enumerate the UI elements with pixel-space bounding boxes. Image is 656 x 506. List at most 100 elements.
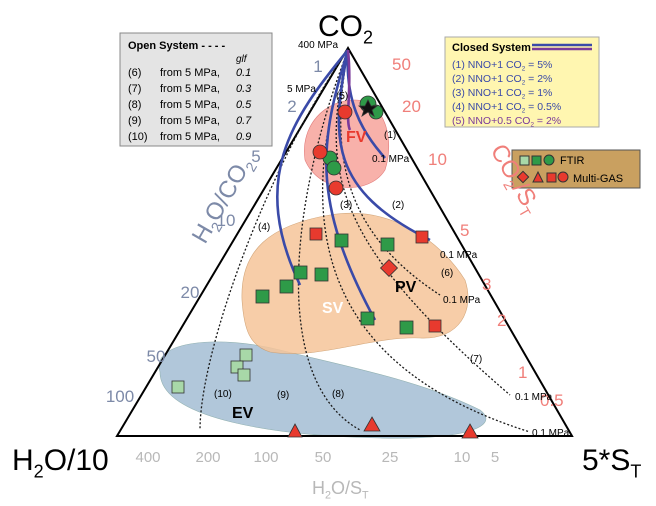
region-label: PV bbox=[395, 279, 417, 296]
bottom-tick: 5 bbox=[491, 449, 499, 466]
curve-6 bbox=[340, 49, 441, 296]
curve-label: (10) bbox=[214, 389, 232, 400]
bottom-tick: 400 bbox=[135, 449, 160, 466]
right-tick: 0.5 bbox=[540, 391, 564, 410]
open-row-id: (10) bbox=[128, 131, 148, 143]
left-tick: 2 bbox=[287, 97, 296, 116]
ev-region bbox=[158, 341, 487, 439]
open-row-text: from 5 MPa, bbox=[160, 115, 220, 127]
corner-left-part: 2 bbox=[34, 462, 44, 482]
closed-title: Closed System bbox=[452, 42, 531, 54]
curve-label: (7) bbox=[470, 354, 482, 365]
closed-row: (3) NNO+1 CO2 = 1% bbox=[452, 87, 552, 101]
corner-right: 5*ST bbox=[582, 444, 641, 482]
right-tick: 50 bbox=[392, 55, 411, 74]
open-row-value: 0.9 bbox=[236, 131, 251, 143]
open-row-value: 0.5 bbox=[236, 99, 252, 111]
corner-left-part: O/10 bbox=[44, 444, 109, 477]
open-row-value: 0.1 bbox=[236, 67, 251, 79]
closed-row-part: (2) NNO+1 CO bbox=[452, 73, 522, 85]
curve-10 bbox=[199, 49, 349, 431]
right-tick: 2 bbox=[497, 311, 506, 330]
right-tick: 20 bbox=[402, 97, 421, 116]
open-row-id: (9) bbox=[128, 115, 141, 127]
bottom-axis-label: H2O/ST bbox=[312, 478, 369, 502]
left-tick: 5 bbox=[251, 147, 260, 166]
left-tick: 50 bbox=[147, 347, 166, 366]
closed-row: (5) NNO+0.5 CO2 = 2% bbox=[452, 115, 561, 129]
legend-ftir: FTIR bbox=[560, 155, 584, 167]
right-tick: 5 bbox=[460, 221, 469, 240]
closed-system-box bbox=[444, 36, 600, 128]
corner-right-part: 5*S bbox=[582, 444, 630, 477]
region-label: EV bbox=[232, 405, 254, 422]
curve-label: (9) bbox=[277, 390, 289, 401]
bottom-tick: 100 bbox=[253, 449, 278, 466]
left-tick: 1 bbox=[313, 57, 322, 76]
bottom-axis-label-part: T bbox=[362, 490, 369, 502]
bottom-tick: 10 bbox=[454, 449, 471, 466]
curve-label: (1) bbox=[384, 130, 396, 141]
closed-row-part: = 1% bbox=[525, 87, 552, 99]
pressure-label: 5 MPa bbox=[287, 84, 316, 95]
open-title: Open System - - - - bbox=[128, 40, 226, 52]
curve-3 bbox=[325, 49, 377, 321]
bottom-tick: 200 bbox=[195, 449, 220, 466]
curve-label: (2) bbox=[392, 200, 404, 211]
corner-top-part: 2 bbox=[363, 28, 373, 48]
open-row-id: (6) bbox=[128, 67, 141, 79]
closed-row-part: 2 bbox=[522, 108, 526, 115]
bottom-axis-label-part: O/S bbox=[331, 478, 362, 498]
pressure-label: 400 MPa bbox=[298, 40, 338, 51]
left-tick: 100 bbox=[106, 387, 134, 406]
curve-2 bbox=[337, 49, 431, 242]
legend-multigas: Multi-GAS bbox=[573, 173, 623, 185]
corner-top-part: CO bbox=[318, 10, 363, 43]
left-axis-label: H2O/CO2 bbox=[187, 152, 261, 250]
open-row-value: 0.3 bbox=[236, 83, 252, 95]
curve-label: (4) bbox=[258, 222, 270, 233]
open-unit: glf bbox=[236, 54, 248, 65]
region-label: FV bbox=[346, 129, 367, 146]
open-row-id: (8) bbox=[128, 99, 141, 111]
pressure-label: 0.1 MPa bbox=[440, 250, 478, 261]
closed-row-part: = 2% bbox=[525, 73, 552, 85]
bottom-axis-label-part: H bbox=[312, 478, 325, 498]
closed-row: (1) NNO+1 CO2 = 5% bbox=[452, 59, 552, 73]
closed-row-part: 2 bbox=[522, 80, 526, 87]
corner-left: H2O/10 bbox=[12, 444, 109, 482]
closed-row-part: = 5% bbox=[525, 59, 552, 71]
closed-row-part: (1) NNO+1 CO bbox=[452, 59, 522, 71]
curve-5 bbox=[346, 49, 352, 131]
closed-row: (2) NNO+1 CO2 = 2% bbox=[452, 73, 552, 87]
open-row-text: from 5 MPa, bbox=[160, 67, 220, 79]
open-system-box bbox=[119, 32, 273, 147]
left-axis-label-part: O/CO bbox=[199, 159, 253, 226]
sv-pv-region bbox=[241, 213, 469, 354]
right-tick: 1 bbox=[518, 363, 527, 382]
curve-label: (5) bbox=[336, 91, 348, 102]
closed-row-part: 2 bbox=[522, 66, 526, 73]
closed-row-part: (4) NNO+1 CO bbox=[452, 101, 522, 113]
pressure-label: 0.1 MPa bbox=[443, 295, 481, 306]
pressure-label: 0.1 MPa bbox=[372, 154, 410, 165]
corner-left-part: H bbox=[12, 444, 34, 477]
closed-row-part: 2 bbox=[530, 122, 534, 129]
closed-row-part: = 0.5% bbox=[525, 101, 561, 113]
curve-label: (3) bbox=[340, 200, 352, 211]
closed-row: (4) NNO+1 CO2 = 0.5% bbox=[452, 101, 561, 115]
pressure-label: 0.1 MPa bbox=[515, 392, 553, 403]
right-tick: 3 bbox=[482, 275, 491, 294]
left-tick: 20 bbox=[181, 283, 200, 302]
left-tick: 10 bbox=[217, 211, 236, 230]
closed-row-part: (3) NNO+1 CO bbox=[452, 87, 522, 99]
bottom-axis-label-part: 2 bbox=[325, 490, 331, 502]
open-row-text: from 5 MPa, bbox=[160, 99, 220, 111]
closed-curves bbox=[276, 49, 431, 321]
open-row-id: (7) bbox=[128, 83, 141, 95]
markers bbox=[171, 95, 479, 439]
bottom-tick: 50 bbox=[315, 449, 332, 466]
curve-label: (6) bbox=[441, 268, 453, 279]
region-label: SV bbox=[322, 300, 344, 317]
